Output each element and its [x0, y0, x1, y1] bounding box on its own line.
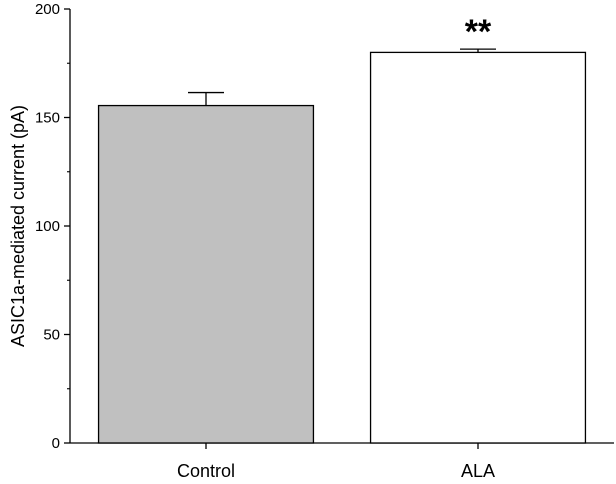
y-tick-label: 150	[35, 110, 60, 127]
bar-ala	[369, 51, 587, 444]
y-tick-label: 200	[35, 1, 60, 18]
bar-control	[97, 104, 315, 444]
y-tick-label: 50	[43, 327, 60, 344]
y-tick-label: 0	[52, 435, 60, 452]
x-tick-label: ALA	[461, 461, 495, 481]
plot-area: 0 50 100 150 200 Control ALA **	[35, 1, 614, 481]
y-axis-label: ASIC1a-mediated current (pA)	[8, 105, 28, 347]
y-tick-label: 100	[35, 218, 60, 235]
x-tick-label: Control	[177, 461, 235, 481]
significance-marker: **	[465, 13, 492, 51]
